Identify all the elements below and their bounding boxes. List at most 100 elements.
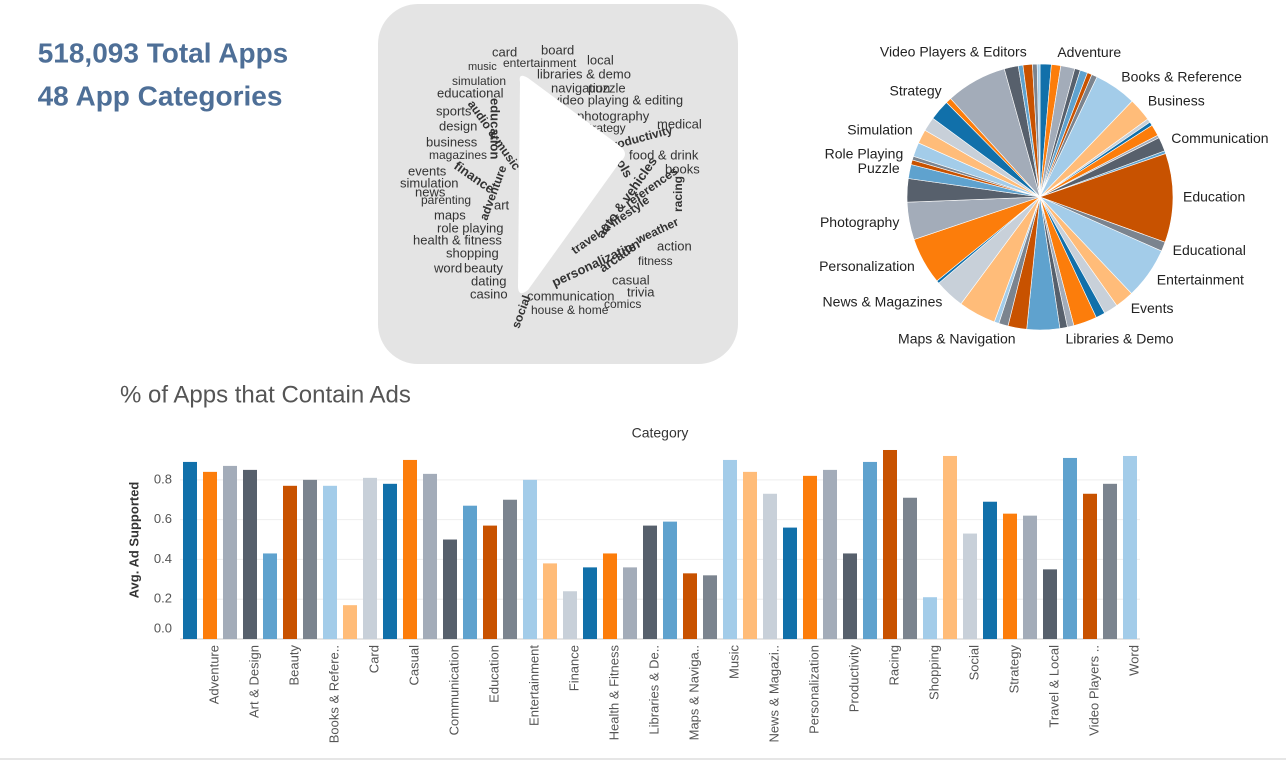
word: racing bbox=[671, 176, 685, 212]
x-tick-label: Music bbox=[726, 645, 741, 679]
word: beauty bbox=[464, 260, 504, 275]
x-axis-title: Category bbox=[632, 425, 689, 441]
bar bbox=[523, 479, 537, 639]
bar bbox=[383, 483, 397, 639]
bar bbox=[643, 525, 657, 639]
x-tick-label: Productivity bbox=[846, 645, 861, 713]
word: simulation bbox=[400, 175, 459, 190]
pie-label: Puzzle bbox=[858, 160, 900, 176]
bar bbox=[983, 501, 997, 639]
word: fitness bbox=[638, 254, 673, 268]
x-tick-label: Personalization bbox=[806, 645, 821, 734]
y-tick-label: 0.8 bbox=[154, 471, 172, 486]
bar bbox=[1003, 513, 1017, 639]
x-tick-label: Shopping bbox=[926, 645, 941, 700]
word: business bbox=[426, 134, 478, 149]
word: magazines bbox=[429, 148, 487, 162]
word: music bbox=[468, 61, 497, 73]
word: parenting bbox=[421, 193, 471, 207]
word: video playing & editing bbox=[553, 92, 683, 107]
word: medical bbox=[657, 116, 702, 131]
y-tick-label: 0.6 bbox=[154, 511, 172, 526]
word: communication bbox=[527, 288, 614, 303]
pie-label: Video Players & Editors bbox=[880, 43, 1027, 59]
word: news bbox=[415, 184, 446, 199]
x-tick-label: Adventure bbox=[206, 645, 221, 704]
bar bbox=[243, 469, 257, 639]
word: photography bbox=[577, 108, 650, 123]
bar-chart: % of Apps that Contain Ads Category Avg.… bbox=[120, 381, 1141, 743]
word: education bbox=[488, 98, 503, 159]
bar bbox=[1083, 493, 1097, 639]
bar bbox=[1103, 483, 1117, 639]
bar bbox=[603, 553, 617, 639]
word: design bbox=[439, 118, 477, 133]
bar bbox=[583, 567, 597, 639]
x-tick-label: Entertainment bbox=[526, 645, 541, 726]
word: books bbox=[665, 161, 700, 176]
pie-label: Business bbox=[1148, 93, 1205, 109]
x-tick-label: Casual bbox=[406, 645, 421, 686]
y-tick-label: 0.0 bbox=[154, 620, 172, 635]
bar bbox=[703, 575, 717, 639]
word: entertainment bbox=[503, 56, 577, 70]
word: board bbox=[541, 42, 574, 57]
bar bbox=[303, 479, 317, 639]
pie-label: Entertainment bbox=[1157, 271, 1244, 287]
bar bbox=[883, 449, 897, 639]
bar bbox=[863, 461, 877, 639]
word: word bbox=[433, 260, 462, 275]
bar bbox=[903, 497, 917, 639]
bar bbox=[623, 567, 637, 639]
x-tick-label: Social bbox=[966, 645, 981, 681]
bar bbox=[1043, 569, 1057, 639]
bar bbox=[923, 597, 937, 639]
bar bbox=[543, 563, 557, 639]
pie-label: News & Magazines bbox=[823, 294, 943, 310]
pie-label: Personalization bbox=[819, 258, 915, 274]
x-tick-label: Health & Fitness bbox=[606, 645, 621, 741]
word: shopping bbox=[446, 245, 499, 260]
y-axis-title: Avg. Ad Supported bbox=[126, 482, 141, 599]
bar-chart-title: % of Apps that Contain Ads bbox=[120, 381, 411, 408]
word: art bbox=[494, 197, 510, 212]
bar bbox=[423, 473, 437, 639]
word: trivia bbox=[627, 284, 655, 299]
word: action bbox=[657, 238, 692, 253]
word: comics bbox=[604, 297, 641, 311]
word: casual bbox=[612, 272, 650, 287]
play-icon[interactable] bbox=[518, 75, 625, 294]
word: house & home bbox=[531, 303, 609, 317]
pie-slice bbox=[1039, 153, 1174, 243]
bar bbox=[563, 591, 577, 639]
pie-label: Adventure bbox=[1057, 44, 1121, 60]
pie-label: Educational bbox=[1173, 242, 1246, 258]
bar bbox=[203, 471, 217, 639]
bar bbox=[223, 465, 237, 639]
bar bbox=[1123, 455, 1137, 639]
bar bbox=[743, 471, 757, 639]
x-tick-label: Finance bbox=[566, 645, 581, 691]
bar bbox=[823, 469, 837, 639]
bar bbox=[963, 533, 977, 639]
word: local bbox=[587, 52, 614, 67]
word: puzzle bbox=[588, 80, 626, 95]
word: role playing bbox=[437, 220, 504, 235]
word: dating bbox=[471, 273, 506, 288]
pie-slice bbox=[1036, 63, 1041, 198]
kpi-categories: 48 App Categories bbox=[38, 80, 283, 111]
bar bbox=[843, 553, 857, 639]
bar bbox=[1023, 515, 1037, 639]
bar bbox=[283, 485, 297, 639]
y-tick-label: 0.4 bbox=[154, 551, 172, 566]
bar bbox=[463, 505, 477, 639]
bar bbox=[943, 455, 957, 639]
pie-label: Strategy bbox=[889, 82, 941, 98]
pie-label: Education bbox=[1183, 189, 1245, 205]
bar bbox=[783, 527, 797, 639]
word: health & fitness bbox=[413, 232, 502, 247]
x-tick-label: Card bbox=[366, 645, 381, 673]
x-tick-label: Art & Design bbox=[246, 645, 261, 718]
bar bbox=[323, 485, 337, 639]
